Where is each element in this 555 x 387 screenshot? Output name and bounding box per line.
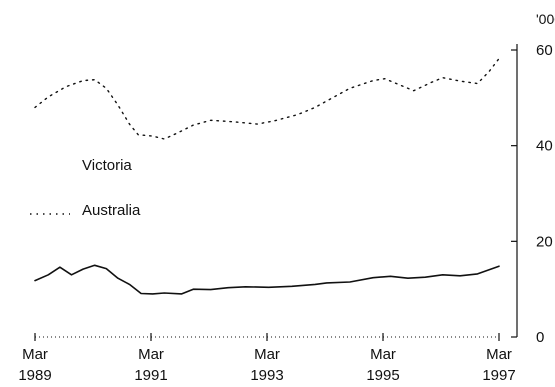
series-layer bbox=[34, 57, 500, 295]
y-tick-label: 20 bbox=[536, 233, 553, 250]
x-tick-label-year: 1989 bbox=[18, 367, 51, 384]
legend-label-australia: Australia bbox=[82, 202, 141, 219]
axis-layer: 0 20 40 60 '000 Mar 1989 Mar 1991 Mar 1993 Mar 1995 M… bbox=[18, 11, 555, 384]
legend: Victoria Australia bbox=[30, 157, 141, 219]
x-tick-label-year: 1997 bbox=[482, 367, 515, 384]
series-line-australia bbox=[34, 57, 500, 140]
x-tick-label-year: 1995 bbox=[366, 367, 399, 384]
y-tick-label: 60 bbox=[536, 42, 553, 59]
y-unit-label: '000 bbox=[536, 11, 555, 27]
x-tick-label-year: 1991 bbox=[134, 367, 167, 384]
legend-label-victoria: Victoria bbox=[82, 157, 132, 174]
x-tick-label-month: Mar bbox=[254, 346, 280, 363]
x-tick-label-month: Mar bbox=[22, 346, 48, 363]
series-line-victoria bbox=[34, 264, 500, 295]
y-tick-label: 0 bbox=[536, 329, 544, 346]
x-tick-label-month: Mar bbox=[370, 346, 396, 363]
x-tick-label-month: Mar bbox=[138, 346, 164, 363]
x-tick-label-month: Mar bbox=[486, 346, 512, 363]
x-tick-label-year: 1993 bbox=[250, 367, 283, 384]
y-tick-label: 40 bbox=[536, 138, 553, 155]
